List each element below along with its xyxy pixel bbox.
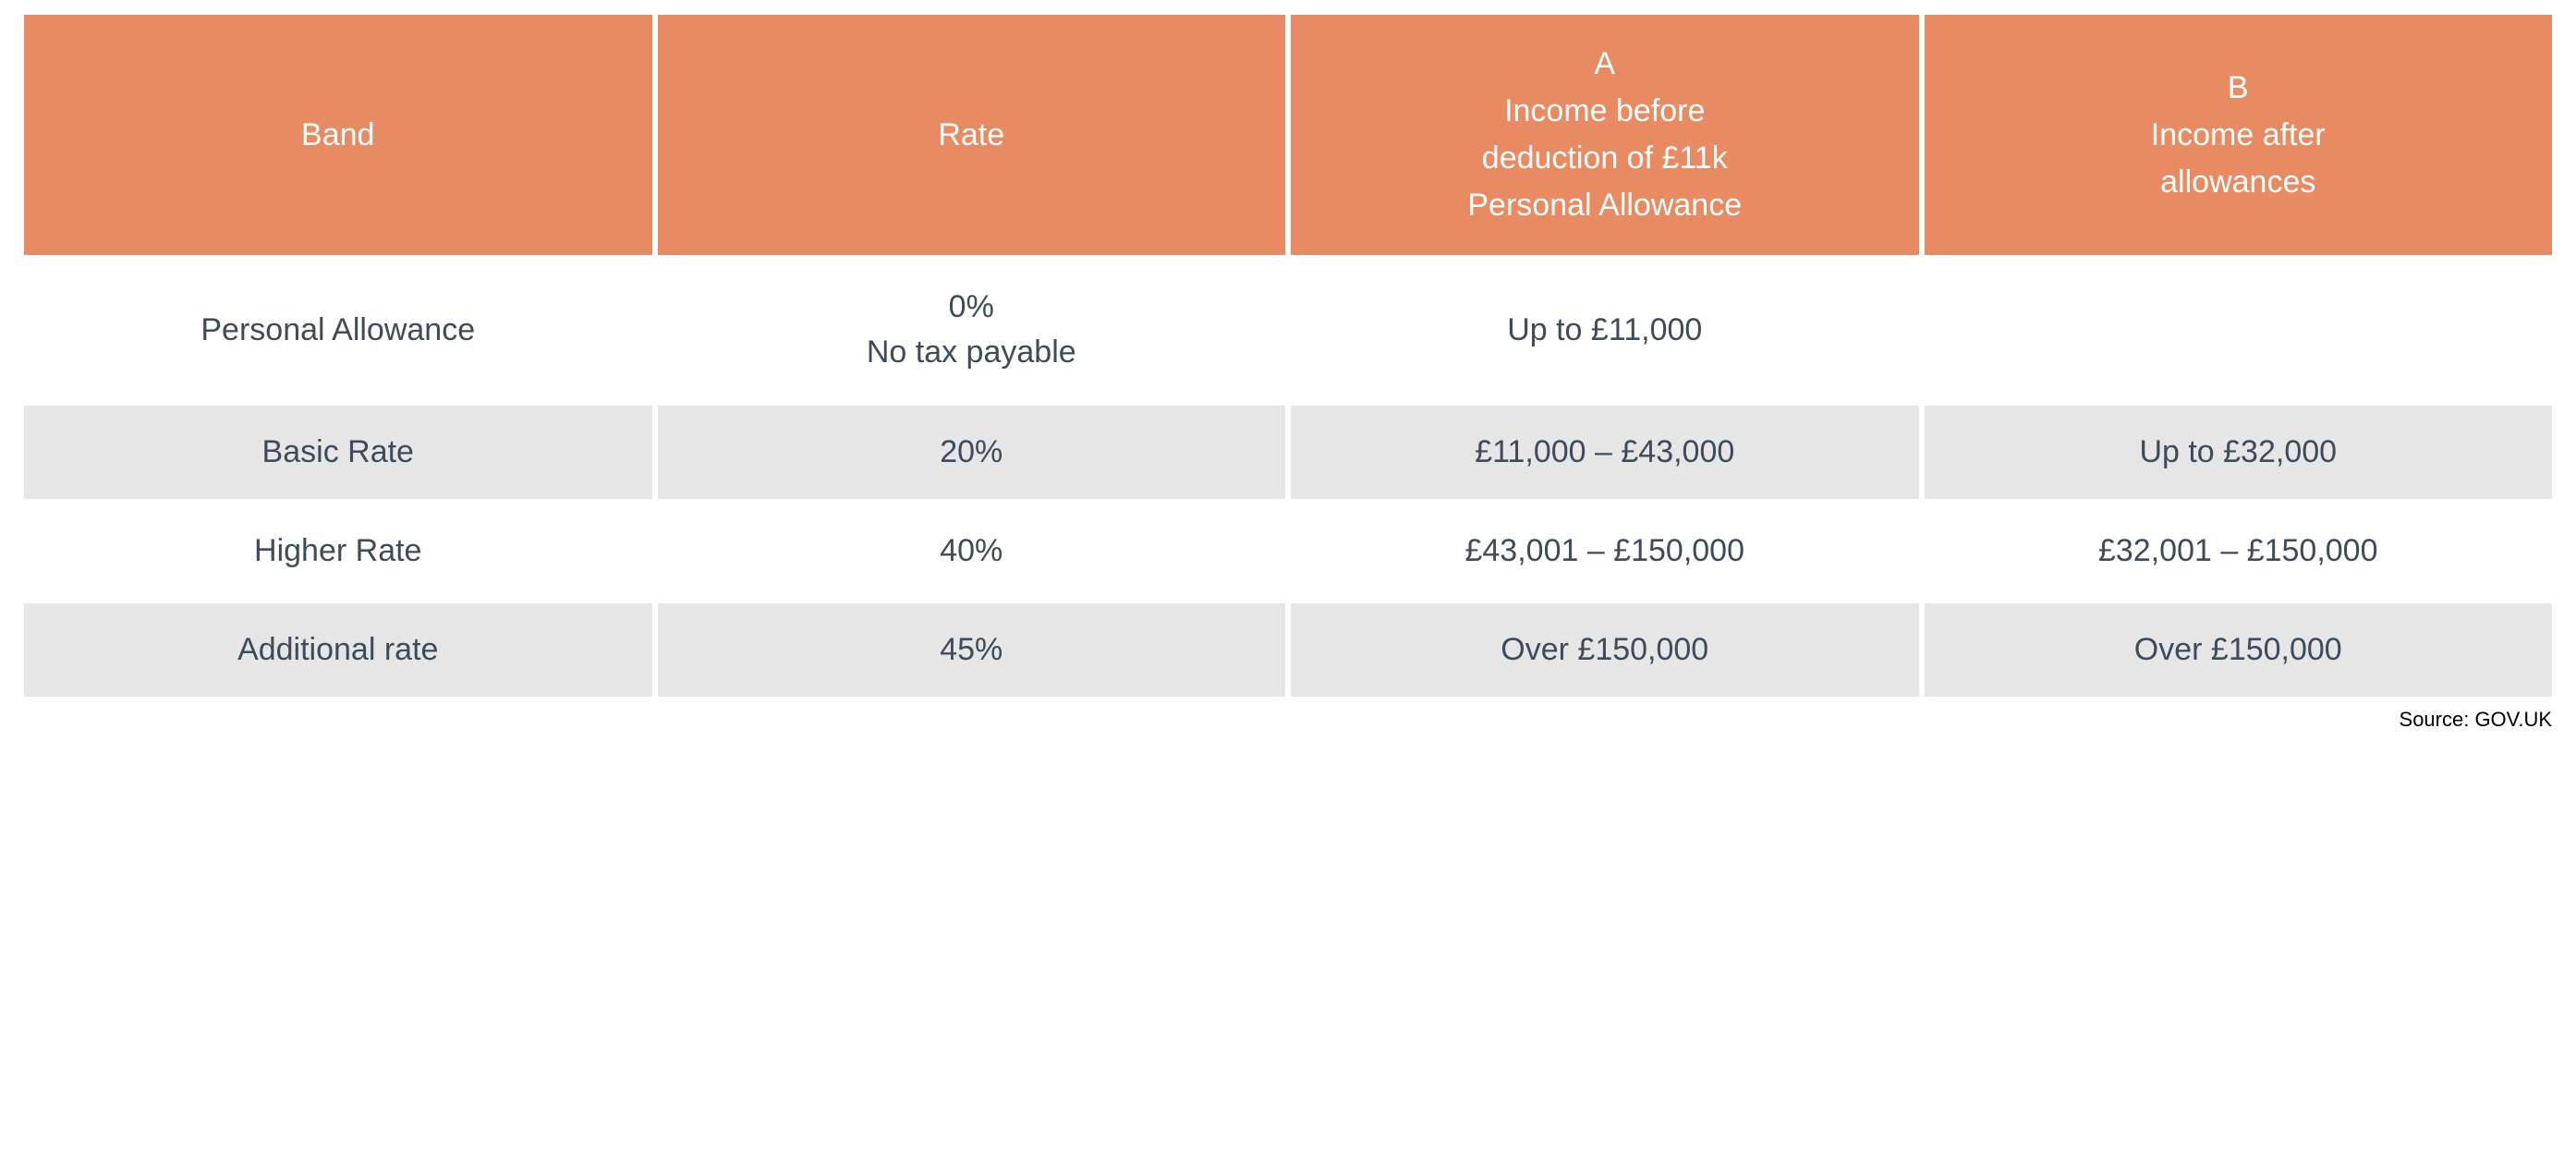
cell-income-after: Up to £32,000 [1925, 406, 2553, 499]
cell-income-after: Over £150,000 [1925, 603, 2553, 697]
cell-income-after: £32,001 – £150,000 [1925, 504, 2553, 598]
col-header-income-before: AIncome beforededuction of £11kPersonal … [1291, 15, 1919, 255]
col-header-rate: Rate [658, 15, 1286, 255]
table-body: Personal Allowance 0%No tax payable Up t… [24, 261, 2552, 697]
cell-band: Higher Rate [24, 504, 652, 598]
cell-income-before: £11,000 – £43,000 [1291, 406, 1919, 499]
cell-rate: 20% [658, 406, 1286, 499]
table-row: Additional rate 45% Over £150,000 Over £… [24, 603, 2552, 697]
cell-rate: 40% [658, 504, 1286, 598]
cell-band: Additional rate [24, 603, 652, 697]
tax-band-table-wrapper: Band Rate AIncome beforededuction of £11… [18, 9, 2558, 732]
table-row: Personal Allowance 0%No tax payable Up t… [24, 261, 2552, 400]
cell-rate: 0%No tax payable [658, 261, 1286, 400]
cell-income-before: £43,001 – £150,000 [1291, 504, 1919, 598]
cell-income-after [1925, 261, 2553, 400]
tax-band-table: Band Rate AIncome beforededuction of £11… [18, 9, 2558, 702]
cell-rate: 45% [658, 603, 1286, 697]
table-row: Higher Rate 40% £43,001 – £150,000 £32,0… [24, 504, 2552, 598]
table-row: Basic Rate 20% £11,000 – £43,000 Up to £… [24, 406, 2552, 499]
table-header-row: Band Rate AIncome beforededuction of £11… [24, 15, 2552, 255]
cell-band: Basic Rate [24, 406, 652, 499]
cell-income-before: Up to £11,000 [1291, 261, 1919, 400]
source-attribution: Source: GOV.UK [18, 708, 2558, 732]
cell-band: Personal Allowance [24, 261, 652, 400]
cell-income-before: Over £150,000 [1291, 603, 1919, 697]
col-header-band: Band [24, 15, 652, 255]
col-header-income-after: BIncome afterallowances [1925, 15, 2553, 255]
